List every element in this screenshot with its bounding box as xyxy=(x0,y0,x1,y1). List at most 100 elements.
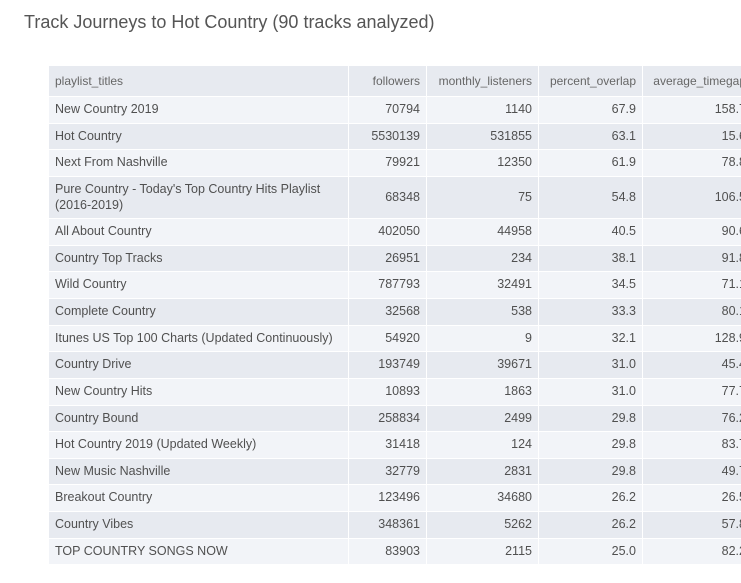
cell-percent_overlap: 29.8 xyxy=(539,405,643,432)
cell-followers: 10893 xyxy=(349,378,427,405)
cell-percent_overlap: 63.1 xyxy=(539,123,643,150)
cell-percent_overlap: 26.2 xyxy=(539,512,643,539)
cell-playlist_titles: Country Bound xyxy=(49,405,349,432)
cell-followers: 348361 xyxy=(349,512,427,539)
cell-playlist_titles: New Country Hits xyxy=(49,378,349,405)
cell-followers: 787793 xyxy=(349,272,427,299)
table-container: playlist_titles followers monthly_listen… xyxy=(0,65,741,583)
cell-playlist_titles: Breakout Country xyxy=(49,485,349,512)
cell-playlist_titles: Itunes US Top 100 Charts (Updated Contin… xyxy=(49,325,349,352)
table-row: Country Vibes348361526226.257.8 xyxy=(49,512,741,539)
cell-percent_overlap: 29.8 xyxy=(539,458,643,485)
cell-playlist_titles: Country Top Tracks xyxy=(49,245,349,272)
table-row: Country Top Tracks2695123438.191.8 xyxy=(49,245,741,272)
col-playlist_titles: playlist_titles xyxy=(49,66,349,97)
cell-monthly_listeners: 234 xyxy=(427,245,539,272)
cell-percent_overlap: 29.8 xyxy=(539,432,643,459)
cell-average_timegap: 77.7 xyxy=(643,378,741,405)
table-row: Complete Country3256853833.380.1 xyxy=(49,299,741,326)
cell-followers: 32779 xyxy=(349,458,427,485)
cell-playlist_titles: Complete Country xyxy=(49,299,349,326)
table-row: Breakout Country1234963468026.226.5 xyxy=(49,485,741,512)
cell-playlist_titles: Hot Country 2019 (Updated Weekly) xyxy=(49,432,349,459)
table-row: Country Bound258834249929.876.2 xyxy=(49,405,741,432)
cell-average_timegap: 76.2 xyxy=(643,405,741,432)
cell-followers: 54920 xyxy=(349,325,427,352)
table-row: New Country Hits10893186331.077.7 xyxy=(49,378,741,405)
page-title: Track Journeys to Hot Country (90 tracks… xyxy=(0,0,741,33)
cell-average_timegap: 71.1 xyxy=(643,272,741,299)
cell-percent_overlap: 67.9 xyxy=(539,97,643,124)
cell-percent_overlap: 25.0 xyxy=(539,538,643,565)
cell-percent_overlap: 31.0 xyxy=(539,378,643,405)
cell-average_timegap: 106.5 xyxy=(643,176,741,218)
cell-playlist_titles: Next From Nashville xyxy=(49,150,349,177)
cell-average_timegap: 26.5 xyxy=(643,485,741,512)
cell-followers: 68348 xyxy=(349,176,427,218)
cell-average_timegap: 128.9 xyxy=(643,325,741,352)
table-row: Hot Country553013953185563.115.6 xyxy=(49,123,741,150)
cell-percent_overlap: 33.3 xyxy=(539,299,643,326)
cell-playlist_titles: Pure Country - Today's Top Country Hits … xyxy=(49,176,349,218)
cell-followers: 258834 xyxy=(349,405,427,432)
journeys-table: playlist_titles followers monthly_listen… xyxy=(48,65,741,565)
cell-percent_overlap: 54.8 xyxy=(539,176,643,218)
cell-followers: 402050 xyxy=(349,219,427,246)
cell-monthly_listeners: 1863 xyxy=(427,378,539,405)
cell-percent_overlap: 61.9 xyxy=(539,150,643,177)
table-row: New Country 201970794114067.9158.7 xyxy=(49,97,741,124)
cell-monthly_listeners: 12350 xyxy=(427,150,539,177)
cell-percent_overlap: 31.0 xyxy=(539,352,643,379)
cell-percent_overlap: 38.1 xyxy=(539,245,643,272)
table-row: New Music Nashville32779283129.849.7 xyxy=(49,458,741,485)
cell-average_timegap: 82.2 xyxy=(643,538,741,565)
cell-percent_overlap: 32.1 xyxy=(539,325,643,352)
cell-monthly_listeners: 39671 xyxy=(427,352,539,379)
cell-playlist_titles: Country Vibes xyxy=(49,512,349,539)
cell-monthly_listeners: 531855 xyxy=(427,123,539,150)
cell-playlist_titles: New Music Nashville xyxy=(49,458,349,485)
cell-followers: 83903 xyxy=(349,538,427,565)
cell-followers: 79921 xyxy=(349,150,427,177)
cell-average_timegap: 158.7 xyxy=(643,97,741,124)
cell-followers: 32568 xyxy=(349,299,427,326)
cell-average_timegap: 83.7 xyxy=(643,432,741,459)
cell-monthly_listeners: 32491 xyxy=(427,272,539,299)
cell-playlist_titles: New Country 2019 xyxy=(49,97,349,124)
cell-monthly_listeners: 538 xyxy=(427,299,539,326)
cell-average_timegap: 91.8 xyxy=(643,245,741,272)
table-header-row: playlist_titles followers monthly_listen… xyxy=(49,66,741,97)
table-row: TOP COUNTRY SONGS NOW83903211525.082.2 xyxy=(49,538,741,565)
cell-followers: 31418 xyxy=(349,432,427,459)
cell-average_timegap: 45.4 xyxy=(643,352,741,379)
cell-playlist_titles: Wild Country xyxy=(49,272,349,299)
cell-monthly_listeners: 44958 xyxy=(427,219,539,246)
table-row: Itunes US Top 100 Charts (Updated Contin… xyxy=(49,325,741,352)
cell-monthly_listeners: 9 xyxy=(427,325,539,352)
cell-followers: 26951 xyxy=(349,245,427,272)
cell-playlist_titles: TOP COUNTRY SONGS NOW xyxy=(49,538,349,565)
cell-percent_overlap: 40.5 xyxy=(539,219,643,246)
cell-average_timegap: 15.6 xyxy=(643,123,741,150)
cell-average_timegap: 90.6 xyxy=(643,219,741,246)
col-percent_overlap: percent_overlap xyxy=(539,66,643,97)
cell-monthly_listeners: 75 xyxy=(427,176,539,218)
cell-playlist_titles: Country Drive xyxy=(49,352,349,379)
cell-monthly_listeners: 2831 xyxy=(427,458,539,485)
cell-monthly_listeners: 34680 xyxy=(427,485,539,512)
table-row: Next From Nashville799211235061.978.8 xyxy=(49,150,741,177)
cell-percent_overlap: 26.2 xyxy=(539,485,643,512)
col-followers: followers xyxy=(349,66,427,97)
col-monthly_listeners: monthly_listeners xyxy=(427,66,539,97)
cell-average_timegap: 78.8 xyxy=(643,150,741,177)
table-row: Wild Country7877933249134.571.1 xyxy=(49,272,741,299)
cell-monthly_listeners: 2115 xyxy=(427,538,539,565)
cell-percent_overlap: 34.5 xyxy=(539,272,643,299)
cell-followers: 193749 xyxy=(349,352,427,379)
cell-average_timegap: 80.1 xyxy=(643,299,741,326)
cell-monthly_listeners: 2499 xyxy=(427,405,539,432)
cell-monthly_listeners: 5262 xyxy=(427,512,539,539)
col-average_timegap: average_timegap xyxy=(643,66,741,97)
cell-monthly_listeners: 1140 xyxy=(427,97,539,124)
cell-followers: 123496 xyxy=(349,485,427,512)
